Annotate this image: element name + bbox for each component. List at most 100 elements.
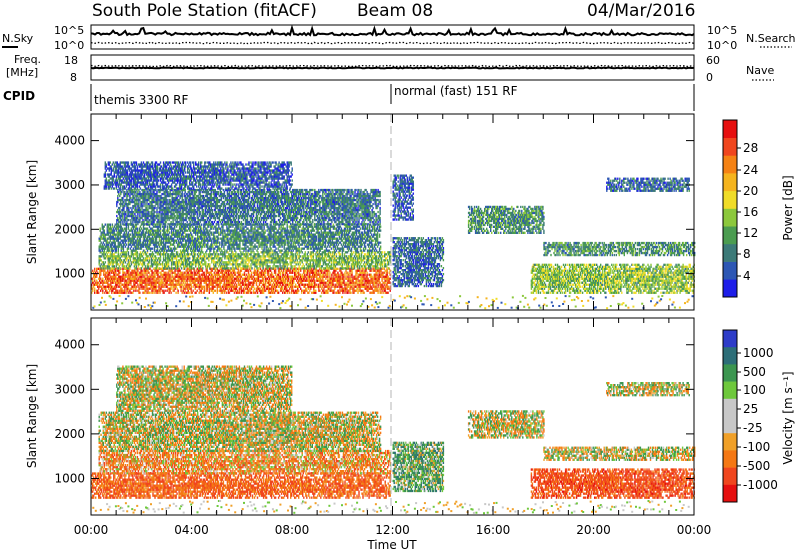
power-cells-cell (308, 288, 309, 290)
power-cells-cell (249, 278, 250, 280)
power-cells-cell (118, 274, 119, 276)
power-cells-cell (373, 292, 374, 294)
power-cells-cell (170, 278, 171, 280)
power-cells-cell (366, 272, 367, 274)
power-cells-cell (213, 292, 214, 294)
power-cells-cell (329, 286, 330, 288)
power-cells-cell (124, 265, 125, 267)
power-cells-cell (271, 272, 272, 274)
power-cells-cell (357, 278, 358, 280)
power-cells-cell (199, 292, 200, 294)
power-cells-cell (364, 272, 365, 274)
power-cells-cell (246, 274, 247, 276)
power-cells-cell (137, 272, 138, 274)
power-cells-cell (130, 265, 131, 267)
power-cells-cell (146, 274, 147, 276)
power-cells-cell (147, 259, 148, 261)
power-cells-cell (193, 263, 194, 265)
power-cells-cell (168, 292, 169, 294)
power-cells-cell (107, 253, 108, 255)
power-cells-cell (206, 274, 207, 276)
power-cells-cell (355, 274, 356, 276)
power-cells-cell (297, 292, 298, 294)
power-cells-cell (204, 286, 205, 288)
power-cells-cell (347, 276, 348, 278)
power-cells-cell (255, 292, 256, 294)
power-cells-cell (238, 278, 239, 280)
power-cells-cell (362, 268, 363, 270)
power-cells-cell (107, 282, 108, 284)
power-cells-cell (384, 284, 385, 286)
power-cells-cell (325, 278, 326, 280)
power-cells-cell (388, 286, 389, 288)
power-cells-cell (286, 286, 287, 288)
power-cells-cell (99, 261, 100, 263)
power-cells-cell (244, 292, 245, 294)
power-cells-cell (229, 288, 230, 290)
cpid-label: CPID (3, 89, 35, 103)
power-cells-cell (109, 272, 110, 274)
power-cells-cell (200, 263, 201, 265)
power-cells-cell (144, 274, 145, 276)
power-cells-cell (354, 284, 355, 286)
power-cells-cell (272, 274, 273, 276)
power-cells-cell (101, 263, 102, 265)
power-cells-cell (110, 284, 111, 286)
power-cells-cell (184, 292, 185, 294)
power-cells-cell (198, 255, 199, 257)
power-cells-cell (192, 292, 193, 294)
power-cells-cell (349, 272, 350, 274)
power-cells-cell (379, 290, 380, 292)
power-cells-cell (351, 274, 352, 276)
power-cells-cell (180, 265, 181, 267)
power-cells-cell (138, 265, 139, 267)
power-cells-cell (316, 272, 317, 274)
power-cells-cell (363, 276, 364, 278)
power-cells-cell (177, 253, 178, 255)
power-cells-cell (280, 276, 281, 278)
power-cells-cell (177, 251, 178, 253)
power-cells-cell (233, 276, 234, 278)
power-cells-cell (128, 267, 129, 269)
power-cells-cell (184, 280, 185, 282)
power-cells-cell (253, 284, 254, 286)
power-cells-cell (92, 278, 93, 280)
power-cells-cell (337, 268, 338, 270)
power-cells-cell (114, 253, 115, 255)
power-cells-cell (228, 290, 229, 292)
power-cells-cell (349, 276, 350, 278)
power-cells-cell (304, 274, 305, 276)
power-cells-cell (104, 270, 105, 272)
power-cells-cell (188, 290, 189, 292)
power-cells-cell (101, 267, 102, 269)
power-cells-cell (224, 282, 225, 284)
power-cells-cell (98, 282, 99, 284)
noise-right-tick-top: 10^5 (707, 24, 737, 37)
power-cells-cell (240, 280, 241, 282)
power-cells-cell (153, 272, 154, 274)
power-cells-cell (385, 290, 386, 292)
power-cells-cell (376, 274, 377, 276)
power-cells-cell (315, 290, 316, 292)
power-cells-cell (204, 255, 205, 257)
power-cells-cell (213, 259, 214, 261)
power-cells-cell (124, 259, 125, 261)
power-cells-cell (239, 292, 240, 294)
power-cells-cell (179, 270, 180, 272)
power-cells-cell (114, 274, 115, 276)
power-cells-cell (214, 272, 215, 274)
power-cells-cell (146, 286, 147, 288)
power-cells-cell (157, 265, 158, 267)
power-cells-cell (281, 290, 282, 292)
power-cells-cell (102, 290, 103, 292)
power-cells-cell (272, 280, 273, 282)
power-cells-cell (320, 286, 321, 288)
power-cells-cell (248, 280, 249, 282)
power-cells-cell (375, 284, 376, 286)
power-cells-cell (96, 276, 97, 278)
power-cells-cell (299, 284, 300, 286)
power-cells-cell (235, 274, 236, 276)
power-cells-cell (241, 286, 242, 288)
power-cells-cell (129, 261, 130, 263)
power-cells-cell (152, 290, 153, 292)
